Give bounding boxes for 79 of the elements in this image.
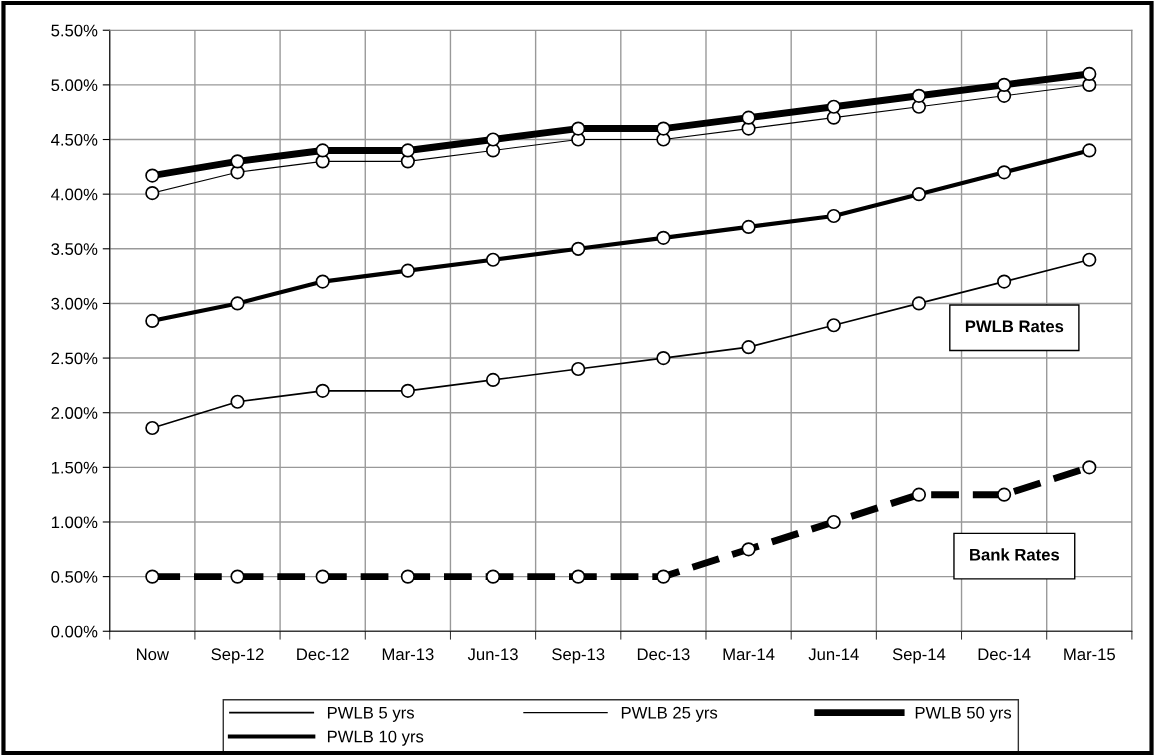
- point: [400, 143, 415, 158]
- point: [826, 318, 841, 333]
- y-tick-label: 1.00%: [51, 516, 98, 529]
- point: [571, 361, 586, 377]
- point: [571, 241, 586, 256]
- point: [997, 274, 1012, 289]
- point: [741, 110, 756, 125]
- point: [485, 252, 501, 267]
- annotation: PWLB Rates: [965, 320, 1064, 333]
- point: [571, 569, 586, 584]
- x-tick-label: Sep-14: [892, 648, 946, 664]
- point: [145, 313, 160, 329]
- point: [826, 208, 841, 224]
- point: [1082, 66, 1097, 82]
- legend-label: PWLB 5 yrs: [327, 706, 414, 722]
- point: [230, 569, 245, 584]
- x-tick-label: Dec-13: [637, 648, 690, 661]
- y-tick-label: 4.00%: [51, 188, 98, 201]
- point: [656, 350, 671, 366]
- x-tick-label: Jun-14: [808, 648, 859, 661]
- point: [315, 383, 330, 398]
- point: [1082, 143, 1097, 158]
- point: [230, 296, 245, 311]
- y-tick-label: 5.50%: [51, 24, 98, 37]
- legend-label: PWLB 25 yrs: [621, 706, 718, 722]
- x-tick-label: Mar-15: [1064, 648, 1116, 661]
- point: [315, 143, 330, 158]
- x-tick-label: Dec-14: [978, 648, 1031, 661]
- y-tick-label: 4.50%: [51, 133, 98, 146]
- point: [911, 88, 927, 103]
- point: [656, 230, 671, 245]
- legend-label: PWLB 10 yrs: [327, 730, 424, 746]
- point: [1082, 460, 1097, 475]
- x-tick-label: Sep-13: [552, 648, 605, 664]
- point: [826, 99, 841, 114]
- point: [485, 569, 501, 584]
- point: [400, 263, 415, 278]
- point: [911, 187, 927, 202]
- point: [741, 219, 756, 235]
- point: [1082, 252, 1097, 267]
- point: [826, 514, 841, 530]
- y-tick-label: 3.50%: [51, 243, 98, 255]
- y-tick-label: 5.00%: [51, 79, 98, 92]
- x-tick-label: Mar-14: [723, 648, 775, 661]
- point: [911, 487, 927, 502]
- x-tick-label: Dec-12: [297, 648, 349, 661]
- y-tick-label: 0.50%: [51, 571, 98, 583]
- point: [997, 77, 1012, 92]
- point: [656, 569, 671, 584]
- y-tick-label: 2.00%: [51, 407, 98, 419]
- legend-label: PWLB 50 yrs: [915, 706, 1012, 722]
- annotation: Bank Rates: [970, 548, 1060, 561]
- point: [145, 569, 160, 584]
- y-tick-label: 0.00%: [51, 625, 98, 638]
- x-tick-label: Sep-12: [211, 648, 264, 664]
- x-tick-label: Now: [137, 648, 170, 661]
- point: [485, 132, 501, 147]
- x-tick-label: Mar-13: [382, 648, 434, 661]
- point: [911, 296, 927, 311]
- point: [315, 274, 330, 289]
- point: [400, 569, 415, 584]
- y-tick-label: 3.00%: [51, 297, 98, 310]
- point: [230, 394, 245, 409]
- point: [997, 165, 1012, 180]
- point: [230, 154, 245, 169]
- point: [145, 420, 160, 436]
- point: [400, 383, 415, 398]
- point: [145, 168, 160, 183]
- y-tick-label: 2.50%: [51, 352, 98, 365]
- point: [741, 542, 756, 557]
- point: [485, 372, 501, 388]
- y-tick-label: 1.50%: [51, 461, 98, 474]
- point: [741, 340, 756, 355]
- point: [656, 121, 671, 136]
- point: [571, 121, 586, 136]
- x-tick-label: Jun-13: [467, 648, 518, 661]
- point: [997, 487, 1012, 502]
- point: [315, 569, 330, 584]
- point: [145, 185, 160, 201]
